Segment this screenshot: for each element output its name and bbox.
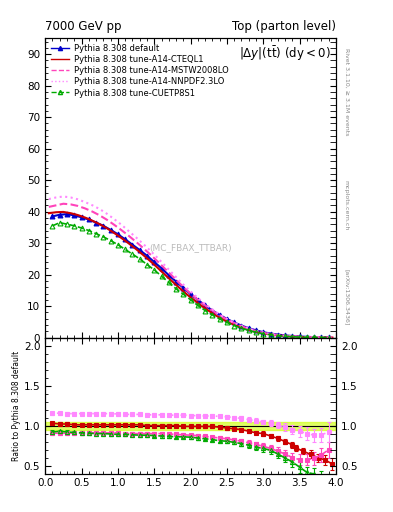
Text: mcplots.cern.ch: mcplots.cern.ch xyxy=(344,180,349,230)
Text: (MC_FBAX_TTBAR): (MC_FBAX_TTBAR) xyxy=(149,243,232,252)
Text: Top (parton level): Top (parton level) xyxy=(232,20,336,33)
Text: Rivet 3.1.10, ≥ 3.1M events: Rivet 3.1.10, ≥ 3.1M events xyxy=(344,49,349,136)
Text: $|\Delta y|(\mathrm{t\bar{t}})\ (\mathrm{dy} < 0)$: $|\Delta y|(\mathrm{t\bar{t}})\ (\mathrm… xyxy=(239,45,330,63)
Y-axis label: Ratio to Pythia 8.308 default: Ratio to Pythia 8.308 default xyxy=(12,351,21,461)
Legend: Pythia 8.308 default, Pythia 8.308 tune-A14-CTEQL1, Pythia 8.308 tune-A14-MSTW20: Pythia 8.308 default, Pythia 8.308 tune-… xyxy=(50,42,230,99)
Text: 7000 GeV pp: 7000 GeV pp xyxy=(45,20,122,33)
Text: [arXiv:1306.3436]: [arXiv:1306.3436] xyxy=(344,269,349,325)
